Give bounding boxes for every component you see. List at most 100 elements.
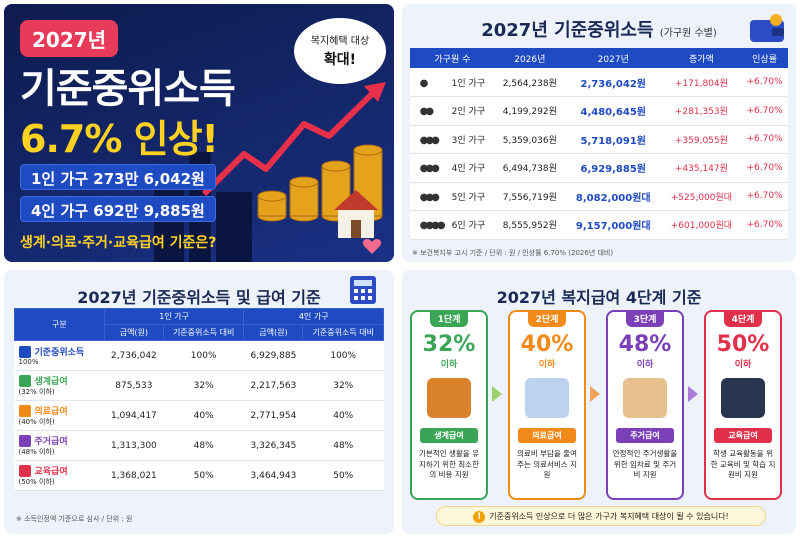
row-cond: 100%: [18, 358, 39, 367]
stage-card-2: 2단계 40% 이하 의료급여 의료비 부담을 줄여주는 의료서비스 지원: [508, 310, 586, 500]
table-row: 주거급여 (48% 이하) 1,313,300 48% 3,326,345 48%: [14, 430, 384, 461]
stage-sub: 이하: [538, 360, 556, 370]
rate-value: +6.70%: [741, 68, 788, 97]
stage-sub: 이하: [440, 360, 458, 370]
value-2027: 5,718,091원: [564, 125, 662, 154]
stage-percent: 50%: [716, 332, 770, 357]
stage-tag: 의료급여: [518, 428, 576, 443]
value-2026: 7,556,719원: [494, 182, 565, 211]
row-label: 5인 가구: [451, 192, 486, 203]
value-2027: 6,929,885원: [564, 153, 662, 183]
house-icon: [18, 435, 31, 448]
amount-one: 1,368,021: [104, 460, 164, 491]
stage-sub: 이하: [636, 360, 654, 370]
header-amount: 금액(원): [103, 324, 164, 341]
row-name: 기준중위소득: [34, 347, 85, 358]
calculator-icon: [350, 276, 376, 304]
four-stage-panel: 2027년 복지급여 4단계 기준 1단계 32% 이하 생계급여 기본적인 생…: [402, 270, 796, 534]
value-2026: 2,564,238원: [494, 68, 565, 97]
value-2026: 6,494,738원: [494, 153, 565, 183]
amount-four: 3,464,943: [243, 460, 303, 491]
rate-value: +6.70%: [741, 182, 788, 211]
ratio-four: 50%: [302, 460, 384, 491]
title-text: 2027년 기준중위소득: [481, 20, 654, 41]
stage-percent: 48%: [618, 332, 672, 357]
row-cond: (48% 이하): [18, 448, 55, 457]
ratio-one: 32%: [163, 370, 244, 401]
value-2027: 4,480,645원: [564, 96, 662, 126]
stage-card-1: 1단계 32% 이하 생계급여 기본적인 생활을 유지하기 위한 최소한의 비용…: [410, 310, 488, 500]
row-name: 의료급여: [34, 406, 68, 417]
three-person-icon: ●●●: [419, 134, 440, 146]
ratio-one: 40%: [163, 400, 244, 431]
header-amount: 금액(원): [243, 324, 304, 341]
stage-percent: 32%: [422, 332, 476, 357]
header-one-household: 1인 가구: [103, 308, 245, 325]
stage-sub: 이하: [734, 360, 752, 370]
table-row: 교육급여 (50% 이하) 1,368,021 50% 3,464,943 50%: [14, 460, 384, 491]
ratio-four: 48%: [302, 430, 384, 461]
table-row: ●●●● 6인 가구 8,555,952원 9,157,000원대 +601,00…: [410, 210, 788, 240]
graduation-cap-icon: [721, 378, 765, 418]
ratio-four: 100%: [302, 340, 384, 371]
row-label: 4인 가구: [451, 164, 486, 175]
ratio-four: 40%: [302, 400, 384, 431]
bubble-bottom-text: 확대!: [323, 52, 357, 68]
year-badge: 2027년: [20, 20, 119, 57]
value-2027: 8,082,000원대: [564, 182, 662, 211]
ratio-four: 32%: [302, 370, 384, 401]
building-shape: [154, 182, 184, 262]
row-name: 생계급여: [34, 376, 68, 387]
stage-desc: 안정적인 주거생활을 위한 임차료 및 주거비 지원: [612, 449, 678, 479]
house-icon: [334, 190, 378, 238]
stage-desc: 학생 교육활동을 위한 교육비 및 학습 지원비 지원: [710, 449, 776, 479]
row-name: 교육급여: [34, 466, 68, 477]
value-2026: 8,555,952원: [494, 210, 565, 240]
medical-cross-icon: [18, 405, 31, 418]
table-row: ●● 2인 가구 4,199,292원 4,480,645원 +281,353원 …: [410, 96, 788, 126]
value-2026: 5,359,036원: [494, 125, 565, 154]
amount-four: 6,929,885: [243, 340, 303, 371]
one-person-icon: ●: [419, 77, 429, 89]
stage-percent: 40%: [520, 332, 574, 357]
header-four-household: 4인 가구: [243, 308, 384, 325]
value-2027: 9,157,000원대: [564, 210, 662, 240]
bottom-message-text: 기준중위소득 인상으로 더 많은 가구가 복지혜택 대상이 될 수 있습니다!: [489, 512, 729, 521]
amount-one: 1,313,300: [104, 430, 164, 461]
single-household-amount: 1인 가구 273만 6,042원: [20, 164, 216, 190]
increase-value: +435,147원: [661, 153, 742, 183]
household-income-panel: 2027년 기준중위소득 (가구원 수별) 가구원 수 2026년 2027년 …: [402, 4, 796, 262]
two-person-icon: ●●: [419, 106, 434, 118]
row-label: 1인 가구: [451, 78, 486, 89]
table-note: ※ 소득인정액 기준으로 심사 / 단위 : 원: [16, 515, 133, 523]
rate-value: +6.70%: [741, 210, 788, 240]
table-row: ●●● 3인 가구 5,359,036원 5,718,091원 +359,055원…: [410, 125, 788, 154]
amount-one: 2,736,042: [104, 340, 164, 371]
food-basket-icon: [427, 378, 471, 418]
bar-chart-icon: [18, 346, 31, 359]
stage-card-4: 4단계 50% 이하 교육급여 학생 교육활동을 위한 교육비 및 학습 지원비…: [704, 310, 782, 500]
header-increase: 증가액: [661, 48, 742, 68]
stage-label: 2단계: [528, 310, 566, 327]
value-2026: 4,199,292원: [494, 96, 565, 126]
headline-rate: 6.7% 인상!: [20, 117, 219, 161]
header-rate: 인상률: [741, 48, 788, 68]
header-2026: 2026년: [494, 48, 565, 68]
rate-value: +6.70%: [741, 153, 788, 183]
table-row: 의료급여 (40% 이하) 1,094,417 40% 2,771,954 40%: [14, 400, 384, 431]
building-shape: [216, 192, 252, 262]
warning-icon: !: [473, 511, 486, 523]
household-income-table: 가구원 수 2026년 2027년 증가액 인상률 ● 1인 가구 2,564,2…: [410, 48, 788, 240]
table-row: ● 1인 가구 2,564,238원 2,736,042원 +171,804원 +…: [410, 68, 788, 97]
table-row: 기준중위소득 100% 2,736,042 100% 6,929,885 100%: [14, 340, 384, 371]
panel-title: 2027년 복지급여 4단계 기준: [496, 288, 702, 307]
arrow-right-icon: [492, 386, 502, 402]
book-icon: [18, 465, 31, 478]
header-2027: 2027년: [564, 48, 662, 68]
amount-one: 1,094,417: [104, 400, 164, 431]
increase-value: +601,000원대: [661, 210, 742, 240]
stage-tag: 주거급여: [616, 428, 674, 443]
table-row: ●●● 4인 가구 6,494,738원 6,929,885원 +435,147원…: [410, 153, 788, 183]
ratio-one: 50%: [163, 460, 244, 491]
row-label: 3인 가구: [451, 135, 486, 146]
